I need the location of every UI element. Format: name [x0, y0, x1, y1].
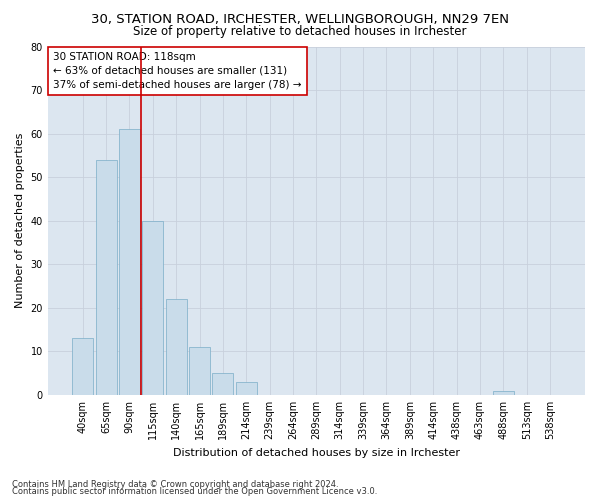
Bar	[119, 130, 140, 395]
Text: 30 STATION ROAD: 118sqm
← 63% of detached houses are smaller (131)
37% of semi-d: 30 STATION ROAD: 118sqm ← 63% of detache…	[53, 52, 302, 90]
Y-axis label: Number of detached properties: Number of detached properties	[15, 133, 25, 308]
Bar	[95, 160, 116, 395]
Bar	[189, 347, 210, 395]
Bar	[72, 338, 93, 395]
X-axis label: Distribution of detached houses by size in Irchester: Distribution of detached houses by size …	[173, 448, 460, 458]
Text: Contains HM Land Registry data © Crown copyright and database right 2024.: Contains HM Land Registry data © Crown c…	[12, 480, 338, 489]
Bar	[236, 382, 257, 395]
Bar	[142, 221, 163, 395]
Text: Size of property relative to detached houses in Irchester: Size of property relative to detached ho…	[133, 25, 467, 38]
Text: Contains public sector information licensed under the Open Government Licence v3: Contains public sector information licen…	[12, 487, 377, 496]
Bar	[493, 390, 514, 395]
Text: 30, STATION ROAD, IRCHESTER, WELLINGBOROUGH, NN29 7EN: 30, STATION ROAD, IRCHESTER, WELLINGBORO…	[91, 12, 509, 26]
Bar	[166, 299, 187, 395]
Bar	[212, 374, 233, 395]
